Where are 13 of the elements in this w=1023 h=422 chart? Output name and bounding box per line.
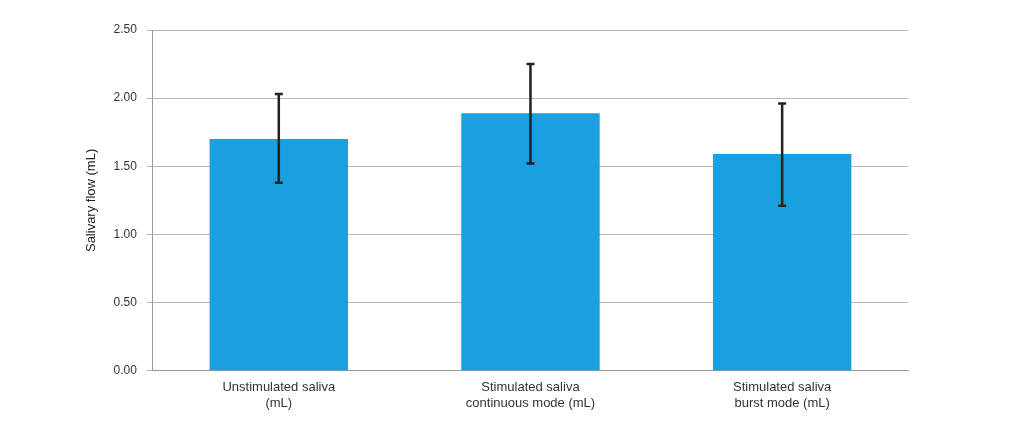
y-tick-label: 0.50 — [113, 294, 138, 309]
bar — [209, 139, 349, 371]
bar — [461, 113, 600, 371]
y-tick-label: 2.50 — [113, 22, 138, 37]
y-axis-title: Salivary flow (mL) — [83, 148, 99, 253]
x-tick-label: Unstimulated saliva (mL) — [222, 379, 336, 410]
y-tick-label: 2.00 — [113, 90, 138, 105]
y-tick-label: 1.00 — [113, 226, 138, 241]
y-tick-label: 0.00 — [113, 363, 138, 378]
x-tick-label: Stimulated saliva burst mode (mL) — [733, 379, 833, 410]
x-tick-label: Stimulated saliva continuous mode (mL) — [465, 379, 596, 410]
bar — [712, 154, 852, 371]
y-tick-label: 1.50 — [113, 158, 138, 173]
